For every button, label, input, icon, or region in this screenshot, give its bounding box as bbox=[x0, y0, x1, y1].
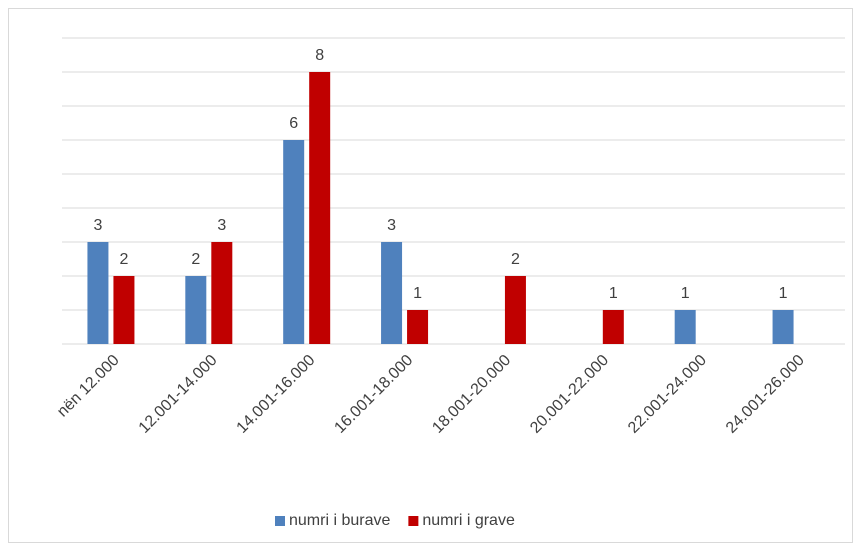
legend-label: numri i grave bbox=[422, 512, 515, 529]
data-label: 8 bbox=[315, 47, 324, 64]
legend-label: numri i burave bbox=[289, 512, 390, 529]
data-label: 1 bbox=[681, 285, 690, 302]
bar bbox=[211, 242, 233, 344]
bar bbox=[674, 310, 696, 344]
data-label: 2 bbox=[511, 251, 520, 268]
data-label: 3 bbox=[93, 217, 102, 234]
bar bbox=[381, 242, 403, 344]
bar bbox=[407, 310, 429, 344]
data-label: 1 bbox=[779, 285, 788, 302]
legend-swatch bbox=[408, 516, 419, 526]
data-label: 6 bbox=[289, 115, 298, 132]
bar bbox=[772, 310, 794, 344]
data-label: 3 bbox=[387, 217, 396, 234]
bar bbox=[185, 276, 207, 344]
data-label: 2 bbox=[119, 251, 128, 268]
bar bbox=[113, 276, 135, 344]
data-label: 2 bbox=[191, 251, 200, 268]
data-label: 3 bbox=[217, 217, 226, 234]
bar bbox=[504, 276, 526, 344]
legend-swatch bbox=[275, 516, 285, 526]
bar bbox=[309, 72, 331, 344]
bar bbox=[602, 310, 624, 344]
bar bbox=[283, 140, 305, 344]
data-label: 1 bbox=[413, 285, 422, 302]
bar bbox=[87, 242, 109, 344]
data-label: 1 bbox=[609, 285, 618, 302]
